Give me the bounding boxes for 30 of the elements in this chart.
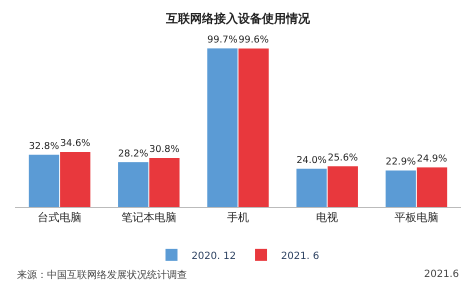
x-tick-label: 平板电脑 [394, 211, 438, 224]
source-note: 来源：中国互联网络发展状况统计调查 [17, 269, 187, 281]
bar [416, 167, 448, 207]
chart-title: 互联网络接入设备使用情况 [165, 12, 311, 26]
legend-label: 2021. 6 [281, 250, 320, 262]
data-label: 99.6% [238, 34, 269, 46]
text: 2021.6 [424, 269, 459, 280]
bar [60, 152, 90, 207]
data-label: 30.8% [149, 144, 180, 156]
data-label: 99.7% [207, 34, 238, 46]
data-label: 22.9% [386, 156, 416, 168]
data-label: 25.6% [328, 152, 358, 164]
bar [118, 162, 148, 207]
x-tick-label: 台式电脑 [38, 211, 82, 224]
x-tick-label: 电视 [316, 211, 338, 224]
bar [386, 170, 416, 207]
bar [296, 168, 327, 207]
data-label: 28.2% [118, 148, 148, 160]
bar [149, 158, 180, 207]
data-label: 34.6% [60, 138, 90, 150]
x-tick-label: 笔记本电脑 [121, 211, 176, 224]
x-tick-label: 手机 [227, 211, 249, 224]
data-label: 24.0% [296, 154, 327, 166]
data-label: 24.9% [416, 154, 448, 165]
bar [238, 48, 269, 207]
bar [207, 48, 238, 207]
data-label: 32.8% [28, 140, 60, 152]
bar [28, 154, 60, 207]
bar [328, 166, 358, 207]
legend-label: 2020. 12 [192, 250, 236, 262]
